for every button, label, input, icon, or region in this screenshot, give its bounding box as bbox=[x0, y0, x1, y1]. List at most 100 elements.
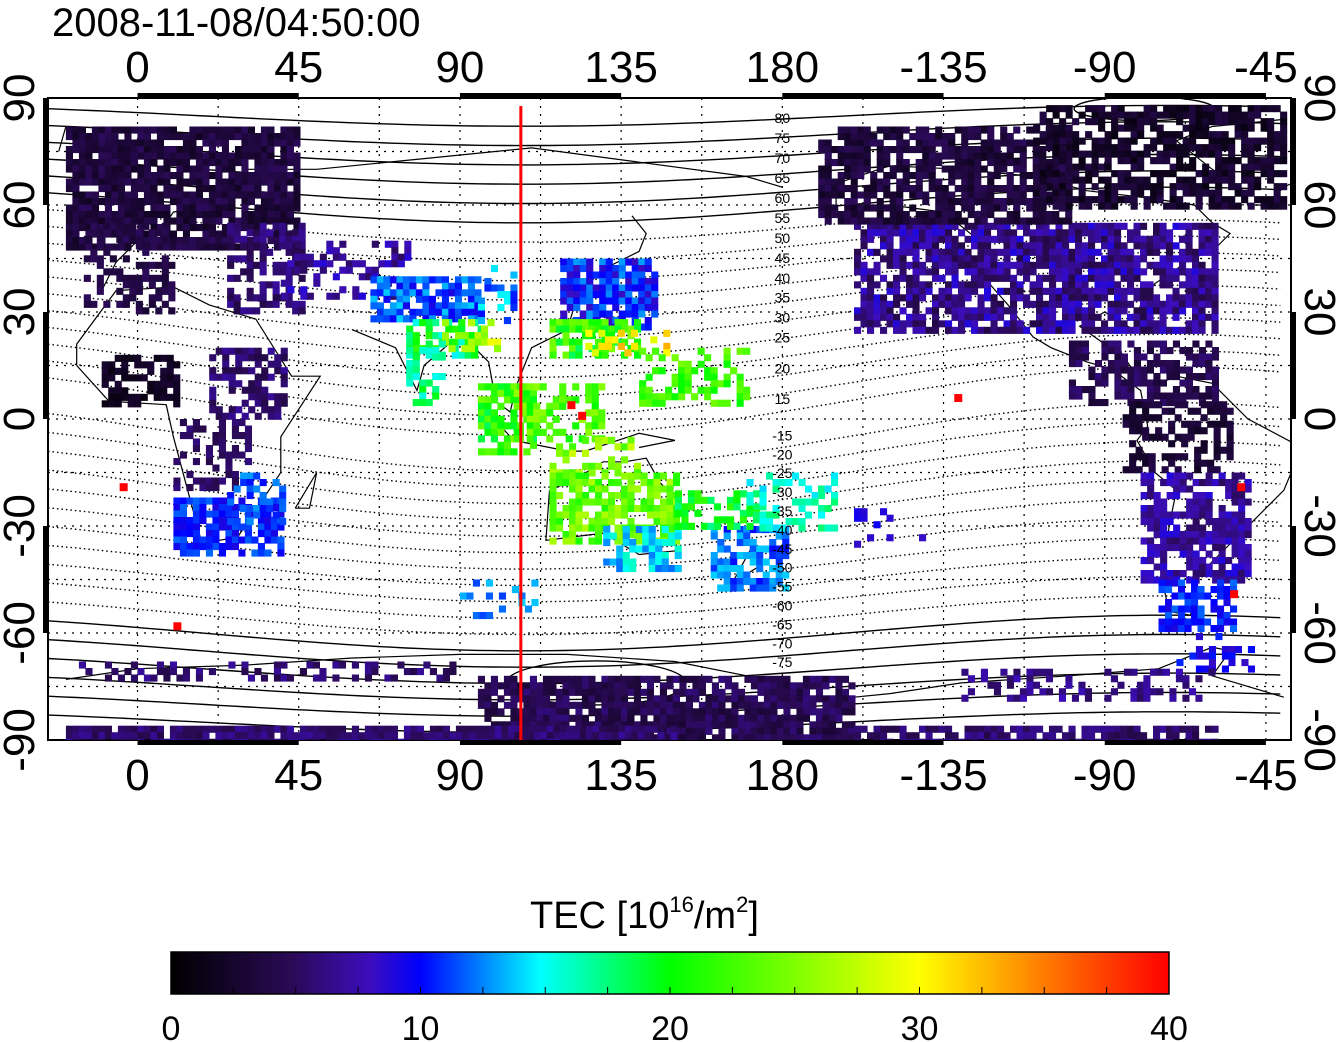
tec-cell bbox=[1056, 320, 1063, 327]
tec-cell bbox=[124, 153, 131, 160]
tec-cell bbox=[559, 383, 566, 390]
tec-cell bbox=[712, 721, 719, 728]
tec-cell bbox=[1134, 288, 1141, 295]
tec-cell bbox=[422, 302, 429, 309]
tec-cell bbox=[129, 294, 136, 301]
tec-cell bbox=[1173, 242, 1180, 249]
tec-cell bbox=[72, 192, 79, 199]
tec-cell bbox=[1212, 294, 1219, 301]
tec-cell bbox=[851, 146, 858, 153]
tec-cell bbox=[1129, 401, 1136, 408]
tec-cell bbox=[867, 294, 874, 301]
tec-cell bbox=[968, 185, 975, 192]
tec-cell bbox=[642, 546, 649, 553]
tec-cell bbox=[922, 198, 929, 205]
tec-cell bbox=[486, 580, 493, 587]
tec-cell bbox=[118, 675, 125, 682]
tec-cell bbox=[1205, 223, 1212, 230]
tec-cell bbox=[1181, 401, 1188, 408]
tec-cell bbox=[961, 133, 968, 140]
tec-cell bbox=[422, 283, 429, 290]
tec-cell bbox=[546, 435, 553, 442]
tec-cell bbox=[137, 211, 144, 218]
tec-cell bbox=[556, 339, 563, 346]
tec-cell bbox=[238, 452, 245, 459]
tec-cell bbox=[186, 426, 193, 433]
tec-cell bbox=[1007, 192, 1014, 199]
tec-cell bbox=[413, 345, 420, 352]
tec-cell bbox=[1202, 125, 1209, 132]
tec-cell bbox=[601, 676, 608, 683]
tec-cell bbox=[1000, 133, 1007, 140]
tec-cell bbox=[1274, 131, 1281, 138]
tec-cell bbox=[913, 275, 920, 282]
tec-cell bbox=[639, 387, 646, 394]
tec-cell bbox=[403, 302, 410, 309]
tec-cell bbox=[293, 192, 300, 199]
tec-cell bbox=[352, 293, 359, 300]
tec-cell bbox=[468, 296, 475, 303]
tec-cell bbox=[1160, 327, 1167, 334]
tec-cell bbox=[111, 185, 118, 192]
tec-cell bbox=[1267, 157, 1274, 164]
tec-cell bbox=[1274, 138, 1281, 145]
tec-cell bbox=[599, 291, 606, 298]
tec-cell bbox=[831, 205, 838, 212]
tec-cell bbox=[1185, 625, 1192, 632]
tec-cell bbox=[991, 301, 998, 308]
tec-cell bbox=[105, 179, 112, 186]
tec-cell bbox=[890, 218, 897, 225]
tec-cell bbox=[647, 708, 654, 715]
tec-cell bbox=[209, 133, 216, 140]
tec-cell bbox=[1225, 538, 1232, 545]
tec-cell bbox=[163, 166, 170, 173]
tec-cell bbox=[867, 236, 874, 243]
tec-cell bbox=[757, 689, 764, 696]
tec-cell bbox=[1134, 268, 1141, 275]
tec-cell bbox=[1056, 249, 1063, 256]
tec-cell bbox=[958, 314, 965, 321]
tec-cell bbox=[763, 559, 770, 566]
tec-cell bbox=[1059, 118, 1066, 125]
tec-cell bbox=[913, 288, 920, 295]
tec-cell bbox=[155, 288, 162, 295]
tec-cell bbox=[105, 146, 112, 153]
tec-cell bbox=[1092, 105, 1099, 112]
tec-cell bbox=[870, 140, 877, 147]
tec-cell bbox=[1199, 320, 1206, 327]
tec-cell bbox=[261, 211, 268, 218]
tec-cell bbox=[1245, 479, 1252, 486]
tec-cell bbox=[608, 715, 615, 722]
tec-cell bbox=[1114, 327, 1121, 334]
tec-cell bbox=[1248, 118, 1255, 125]
tec-cell bbox=[586, 304, 593, 311]
tec-cell bbox=[241, 218, 248, 225]
tec-cell bbox=[740, 490, 747, 497]
tec-cell bbox=[1053, 105, 1060, 112]
tec-cell bbox=[549, 676, 556, 683]
tec-cell bbox=[919, 262, 926, 269]
tec-cell bbox=[1124, 151, 1131, 158]
tec-cell bbox=[229, 374, 236, 381]
tec-cell bbox=[602, 352, 609, 359]
tec-cell bbox=[180, 452, 187, 459]
tec-cell bbox=[1095, 288, 1102, 295]
tec-cell bbox=[115, 394, 122, 401]
tec-cell bbox=[1124, 183, 1131, 190]
tec-cell bbox=[707, 497, 714, 504]
tec-cell bbox=[903, 140, 910, 147]
tec-cell bbox=[1186, 249, 1193, 256]
tec-cell bbox=[608, 512, 615, 519]
tec-cell bbox=[883, 153, 890, 160]
tec-cell bbox=[1020, 146, 1027, 153]
tec-cell bbox=[108, 400, 115, 407]
tec-cell bbox=[628, 473, 635, 480]
tec-cell bbox=[627, 708, 634, 715]
tec-cell bbox=[136, 307, 143, 314]
tec-cell bbox=[79, 211, 86, 218]
tec-cell bbox=[222, 133, 229, 140]
tec-cell bbox=[1000, 185, 1007, 192]
tec-cell bbox=[1036, 288, 1043, 295]
tec-cell bbox=[1007, 146, 1014, 153]
tec-cell bbox=[183, 218, 190, 225]
